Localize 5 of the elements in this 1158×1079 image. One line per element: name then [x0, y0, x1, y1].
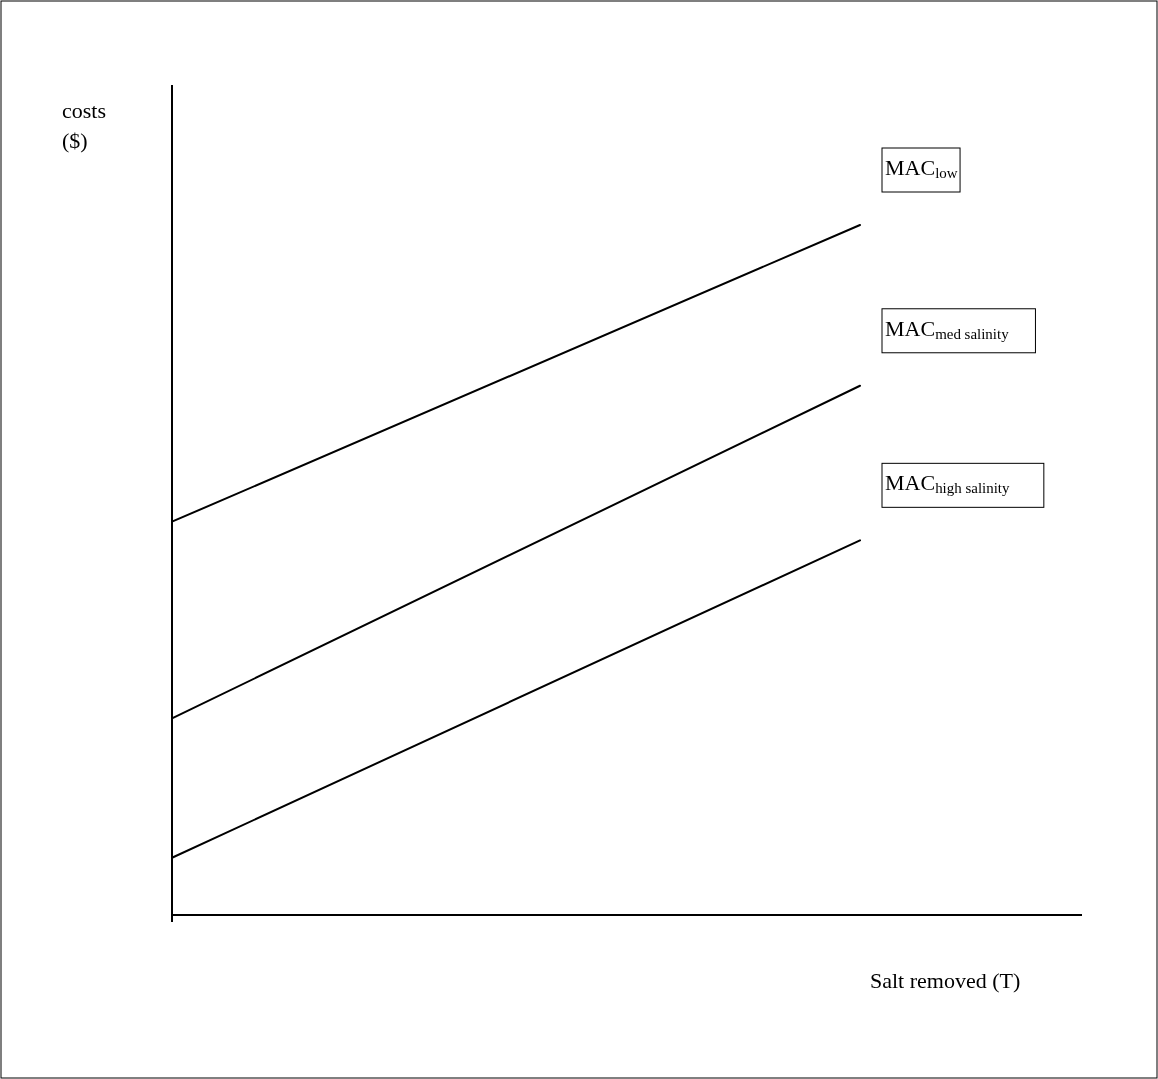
x-axis-title: Salt removed (T) [870, 968, 1021, 993]
text: MAC$_{high salinity}$ [885, 470, 1010, 497]
y-axis-title: costs ($) [62, 98, 106, 153]
text: MAC$_{med salinity}$ [885, 315, 1010, 342]
text: MAC$_{low}$ [885, 155, 958, 181]
